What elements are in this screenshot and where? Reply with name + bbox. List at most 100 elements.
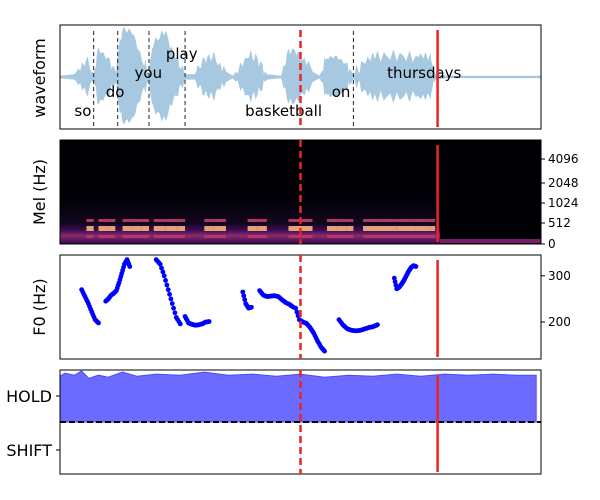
mel-ylabel: Mel (Hz) [30, 159, 49, 225]
f0-point [159, 265, 164, 271]
formant-band-base [326, 235, 337, 238]
formant-band-base [377, 235, 397, 238]
formant-band-base [132, 235, 142, 238]
formant-band-low [336, 226, 347, 231]
mel-tick-label: 4096 [548, 152, 579, 166]
formant-band-mid [165, 219, 178, 222]
formant-band-base [300, 235, 313, 238]
f0-ylabel: F0 (Hz) [30, 278, 49, 335]
mel-tick-label: 0 [548, 237, 556, 251]
formant-band-mid [288, 219, 301, 222]
turn-tick-label-shift: SHIFT [6, 441, 52, 460]
f0-point [164, 282, 170, 288]
f0-point [206, 319, 212, 324]
word-label-play: play [166, 45, 198, 63]
hold-probability-area [59, 370, 537, 423]
f0-point [167, 291, 172, 297]
formant-band-low [288, 226, 301, 231]
f0-point [322, 348, 327, 354]
formant-band-mid [86, 219, 94, 222]
formant-band-base [108, 235, 116, 238]
formant-band-low [346, 226, 354, 231]
formant-band-base [165, 235, 178, 238]
formant-band-low [326, 226, 337, 231]
formant-band-mid [415, 219, 431, 222]
formant-band-low [300, 226, 313, 231]
formant-band-low [108, 226, 116, 231]
f0-point [241, 293, 247, 299]
word-label-basketball: basketball [245, 102, 322, 120]
word-label-so: so [74, 102, 91, 120]
formant-band-mid [122, 219, 133, 222]
formant-band-base [98, 235, 109, 238]
formant-band-low [132, 226, 142, 231]
formant-band-base [346, 235, 354, 238]
f0-point [171, 305, 176, 311]
formant-band-base [363, 235, 378, 238]
formant-band-low [86, 226, 94, 231]
formant-band-low [141, 226, 149, 231]
formant-band-low [377, 226, 397, 231]
formant-band-low [363, 226, 378, 231]
formant-band-mid [363, 219, 378, 222]
formant-band-low [247, 226, 258, 231]
formant-band-mid [396, 219, 416, 222]
f0-point [161, 273, 167, 279]
f0-panel: F0 (Hz) 200 300 [30, 254, 571, 360]
f0-point [127, 264, 133, 269]
mel-panel: Mel (Hz) 4096 2048 1024 512 0 [30, 139, 579, 251]
formant-band-base [288, 235, 301, 238]
formant-band-mid [377, 219, 397, 222]
formant-band-low [165, 226, 178, 231]
formant-band-low [213, 226, 226, 231]
waveform-ylabel: waveform [30, 38, 49, 118]
formant-band-base [213, 235, 226, 238]
f0-point [294, 309, 300, 315]
turn-panel: HOLD SHIFT [6, 369, 542, 475]
formant-band-mid [108, 219, 116, 222]
formant-band-low [204, 226, 214, 231]
f0-tick-label: 300 [548, 269, 571, 283]
formant-band-low [177, 226, 186, 231]
formant-band-base [257, 235, 267, 238]
f0-point [249, 304, 254, 310]
word-label-do: do [106, 83, 125, 101]
mel-tick-label: 512 [548, 216, 571, 230]
f0-point [177, 321, 183, 327]
formant-band-base [247, 235, 258, 238]
f0-point [157, 261, 163, 267]
formant-band-low [98, 226, 109, 231]
f0-point [168, 296, 174, 302]
formant-band-mid [141, 219, 149, 222]
formant-band-base [122, 235, 133, 238]
formant-band-mid [300, 219, 313, 222]
f0-point [165, 287, 171, 293]
formant-band-base [430, 235, 436, 238]
turn-tick-label-hold: HOLD [6, 387, 52, 406]
f0-point [242, 297, 248, 303]
mel-tick-label: 2048 [548, 176, 579, 190]
formant-band-mid [336, 219, 347, 222]
formant-band-base [141, 235, 149, 238]
f0-point [240, 289, 246, 295]
word-label-you: you [135, 64, 163, 82]
word-label-thursdays: thursdays [387, 64, 461, 82]
formant-band-low [396, 226, 416, 231]
f0-point [169, 301, 175, 306]
waveform-frame [59, 24, 542, 130]
f0-point [413, 264, 419, 269]
spectrogram-tail [439, 239, 541, 243]
mel-tick-label: 1024 [548, 196, 579, 210]
f0-point [375, 322, 380, 328]
formant-band-mid [213, 219, 226, 222]
formant-band-mid [346, 219, 354, 222]
formant-band-mid [132, 219, 142, 222]
formant-band-base [204, 235, 214, 238]
formant-band-base [396, 235, 416, 238]
f0-point [160, 269, 166, 275]
formant-band-low [415, 226, 431, 231]
f0-point [96, 320, 101, 326]
formant-band-mid [257, 219, 267, 222]
